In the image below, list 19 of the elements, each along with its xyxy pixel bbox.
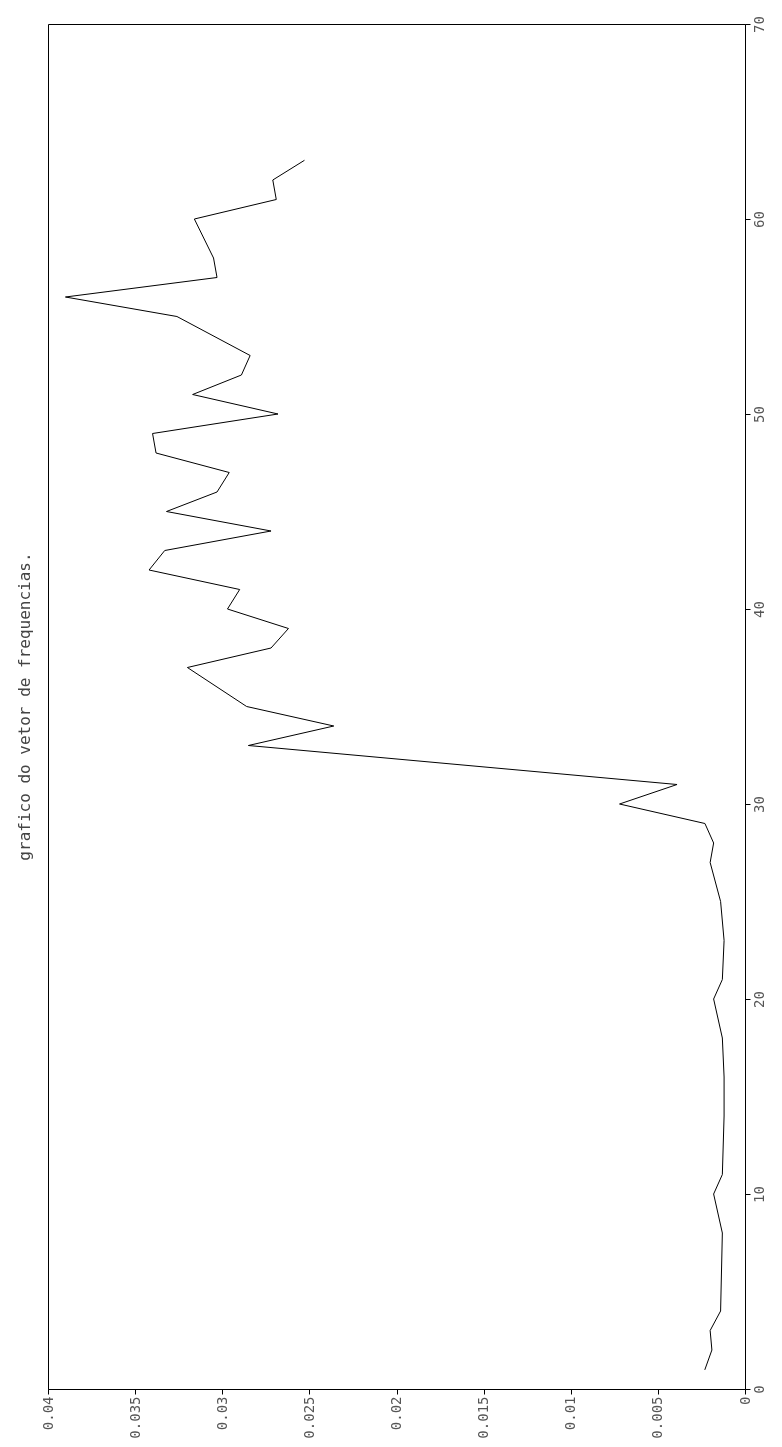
y-tick-label: 0 bbox=[750, 1385, 767, 1394]
y-tick-label: 70 bbox=[750, 16, 767, 33]
y-tick-label: 10 bbox=[750, 1186, 767, 1203]
x-tick-label: 0.02 bbox=[388, 1396, 404, 1431]
text: grafico do vetor de frequencias. bbox=[15, 552, 34, 861]
y-tick-label: 30 bbox=[750, 796, 767, 813]
y-tick-label: 60 bbox=[750, 211, 767, 228]
x-tick-label: 0 bbox=[736, 1396, 753, 1405]
x-tick-label: 0.015 bbox=[475, 1396, 492, 1439]
y-tick-label: 50 bbox=[750, 406, 767, 423]
x-tick-label: 0.03 bbox=[213, 1396, 230, 1431]
y-tick-label: 20 bbox=[750, 991, 767, 1008]
x-tick-label: 0.035 bbox=[126, 1396, 143, 1439]
x-tick-label: 0.025 bbox=[300, 1396, 317, 1439]
x-tick-label: 0.01 bbox=[562, 1396, 579, 1431]
line-series bbox=[64, 160, 725, 1370]
y-tick-label: 40 bbox=[750, 601, 767, 618]
x-tick-label: 0.04 bbox=[39, 1396, 56, 1431]
x-tick-label: 0.005 bbox=[649, 1396, 666, 1439]
